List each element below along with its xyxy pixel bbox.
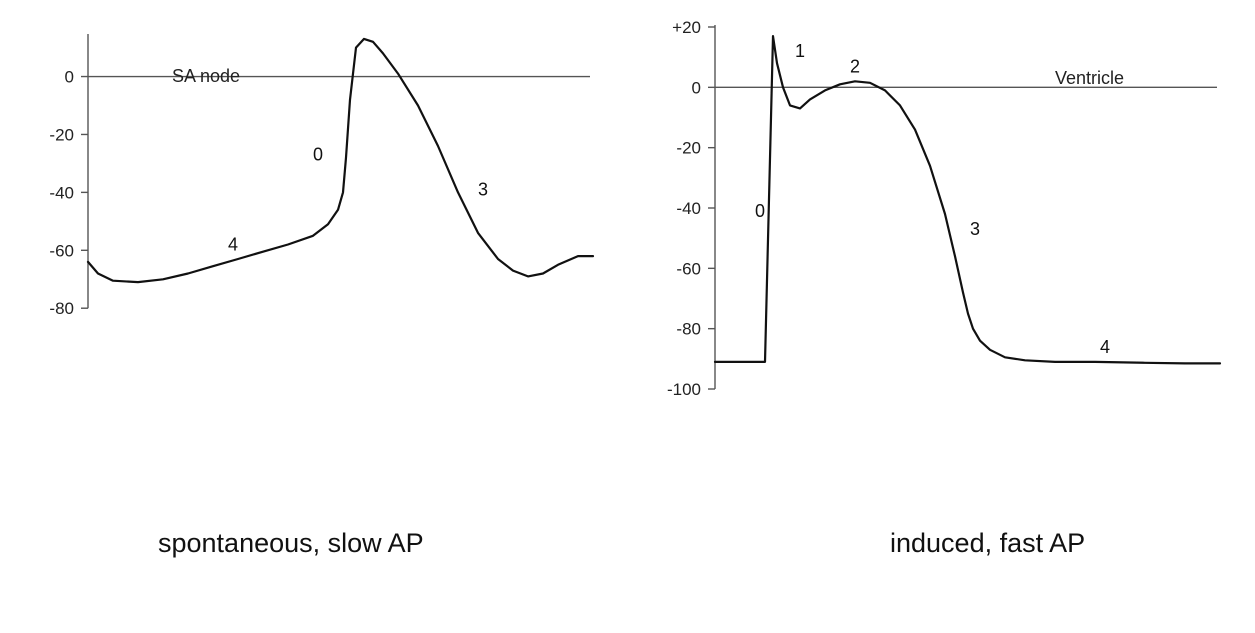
y-tick-label: -20: [49, 125, 74, 144]
phase-label: 0: [313, 145, 323, 165]
y-tick-label: -40: [49, 183, 74, 202]
y-tick-label: 0: [65, 68, 74, 87]
y-tick-label: -100: [667, 380, 701, 399]
y-tick-label: +20: [672, 18, 701, 37]
chart-title: Ventricle: [1055, 68, 1124, 88]
caption-fast-ap: induced, fast AP: [890, 528, 1086, 558]
phase-label: 2: [850, 56, 860, 76]
chart-title: SA node: [172, 66, 240, 86]
phase-label: 0: [755, 201, 765, 221]
y-tick-label: 0: [692, 78, 701, 97]
phase-label: 3: [970, 219, 980, 239]
phase-label: 4: [228, 234, 238, 254]
y-tick-label: -80: [676, 320, 701, 339]
sa-node-chart: 0 -20 -40 -60 -80 SA node 0 3 4: [49, 34, 595, 318]
ventricle-chart: +20 0 -20 -40 -60 -80 -100 Ventricle 0 1 2 3 4: [667, 18, 1222, 399]
y-tick-label: -20: [676, 139, 701, 158]
y-tick-label: -40: [676, 199, 701, 218]
caption-slow-ap: spontaneous, slow AP: [158, 528, 424, 558]
phase-label: 3: [478, 179, 488, 199]
action-potential-line: [713, 35, 1222, 365]
action-potential-line: [86, 37, 595, 284]
y-tick-label: -60: [49, 241, 74, 260]
y-tick-label: -60: [676, 259, 701, 278]
phase-label: 1: [795, 41, 805, 61]
y-tick-label: -80: [49, 299, 74, 318]
phase-label: 4: [1100, 337, 1110, 357]
